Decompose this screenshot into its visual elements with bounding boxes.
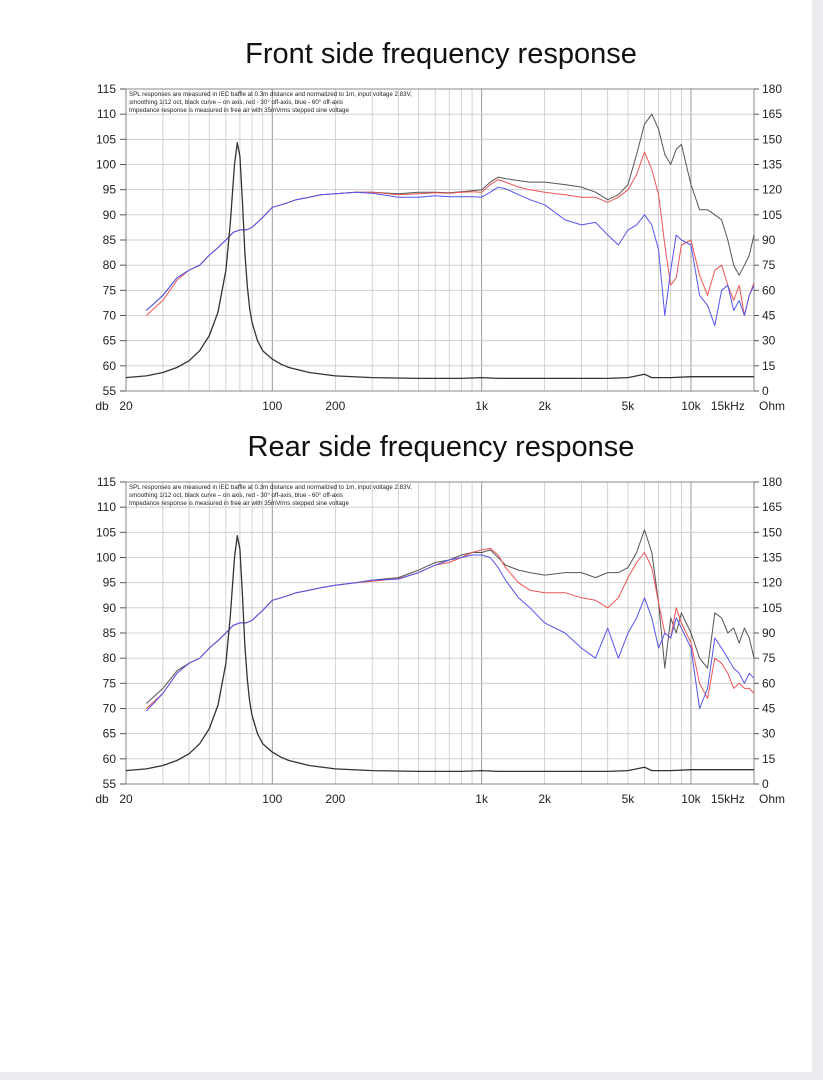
y-tick-label: 55 (103, 777, 117, 791)
page: Front side frequency response 115 110 105 1… (0, 0, 812, 1072)
y-tick-label: 75 (103, 676, 117, 690)
x-tick-label: 100 (262, 792, 282, 806)
y-tick-label: 70 (103, 702, 117, 716)
x-tick-label: 15kHz (711, 792, 745, 806)
y-tick-label: 80 (103, 258, 117, 272)
y2-tick-label: 180 (762, 82, 782, 96)
x-tick-label: 2k (538, 399, 552, 413)
y2-tick-label: 30 (762, 727, 776, 741)
y-tick-label: 115 (97, 82, 116, 96)
x-tick-label: 10k (681, 792, 701, 806)
chart-note: Impedance response is measured in free a… (129, 107, 349, 114)
y-tick-label: 95 (103, 183, 117, 197)
y2-tick-label: 75 (762, 651, 776, 665)
y-tick-label: 75 (103, 283, 117, 297)
y2-tick-label: 60 (762, 283, 776, 297)
y-tick-label: 110 (97, 107, 116, 121)
y2-tick-label: 150 (762, 525, 782, 539)
y2-tick-label: 30 (762, 334, 776, 348)
y2-tick-label: 60 (762, 676, 776, 690)
front-frequency-response-chart: 1151101051009590858075706560551801651501… (95, 82, 785, 413)
y-tick-label: 60 (103, 359, 117, 373)
x-tick-label: 100 (262, 399, 282, 413)
y-tick-label: 105 (96, 132, 116, 146)
chart-note: smoothing 1/12 oct, black curve – on axi… (129, 492, 343, 499)
y-tick-label: 85 (103, 626, 117, 640)
y-tick-label: 90 (103, 601, 117, 615)
x-tick-label: 200 (325, 399, 345, 413)
rear-frequency-response-chart: 1151101051009590858075706560551801651501… (95, 475, 785, 806)
x-tick-label: 5k (622, 792, 636, 806)
series-line-impedance (125, 142, 754, 380)
x-tick-label: 10k (681, 399, 701, 413)
series-line-deg60 (145, 554, 755, 712)
y2-tick-label: 0 (762, 384, 769, 398)
x-tick-label: 1k (475, 399, 489, 413)
series-line-impedance (125, 535, 754, 773)
y2-tick-label: 135 (762, 158, 782, 172)
y-tick-label: 85 (103, 233, 117, 247)
y2-tick-label: 105 (762, 208, 782, 222)
x-tick-label: 1k (475, 792, 489, 806)
chart-note: SPL responses are measured in IEC baffle… (129, 91, 412, 98)
y2-tick-label: 15 (762, 752, 776, 766)
x-tick-label: 5k (622, 399, 636, 413)
y2-tick-label: 150 (762, 132, 782, 146)
y-tick-label: 55 (103, 384, 117, 398)
rear-chart-title: Rear side frequency response (247, 431, 635, 463)
x-tick-label: 200 (325, 792, 345, 806)
front-chart-title: Front side frequency response (245, 38, 637, 70)
series-line-deg60 (145, 186, 755, 327)
x-tick-label: 15kHz (711, 399, 745, 413)
y-tick-label: 105 (96, 525, 116, 539)
y-tick-label: 70 (103, 309, 117, 323)
y-tick-label: 80 (103, 651, 117, 665)
x-tick-label: 2k (538, 792, 552, 806)
y2-tick-label: 165 (762, 500, 782, 514)
y-tick-label: 100 (96, 158, 116, 172)
y-tick-label: 90 (103, 208, 117, 222)
y2-unit-label: Ohm (759, 399, 785, 413)
chart-note: SPL responses are measured in IEC baffle… (129, 484, 412, 491)
chart-note: Impedance response is measured in free a… (129, 500, 349, 507)
y2-tick-label: 180 (762, 475, 782, 489)
y2-tick-label: 90 (762, 626, 776, 640)
y2-tick-label: 165 (762, 107, 782, 121)
y2-tick-label: 15 (762, 359, 776, 373)
y-unit-label: db (95, 399, 109, 413)
chart-note: smoothing 1/12 oct, black curve – on axi… (129, 99, 343, 106)
x-tick-label: 20 (119, 399, 133, 413)
y2-tick-label: 135 (762, 551, 782, 565)
y-tick-label: 65 (103, 334, 117, 348)
y-tick-label: 110 (97, 500, 116, 514)
y2-unit-label: Ohm (759, 792, 785, 806)
y-unit-label: db (95, 792, 109, 806)
y2-tick-label: 45 (762, 309, 776, 323)
y-tick-label: 115 (97, 475, 116, 489)
y2-tick-label: 120 (762, 183, 782, 197)
y2-tick-label: 105 (762, 601, 782, 615)
y2-tick-label: 0 (762, 777, 769, 791)
y-tick-label: 100 (96, 551, 116, 565)
y-tick-label: 95 (103, 576, 117, 590)
series-line-deg30 (145, 547, 755, 709)
y2-tick-label: 120 (762, 576, 782, 590)
y-tick-label: 65 (103, 727, 117, 741)
y2-tick-label: 45 (762, 702, 776, 716)
x-tick-label: 20 (119, 792, 133, 806)
y2-tick-label: 75 (762, 258, 776, 272)
y-tick-label: 60 (103, 752, 117, 766)
y2-tick-label: 90 (762, 233, 776, 247)
series-line-on-axis (145, 529, 755, 704)
